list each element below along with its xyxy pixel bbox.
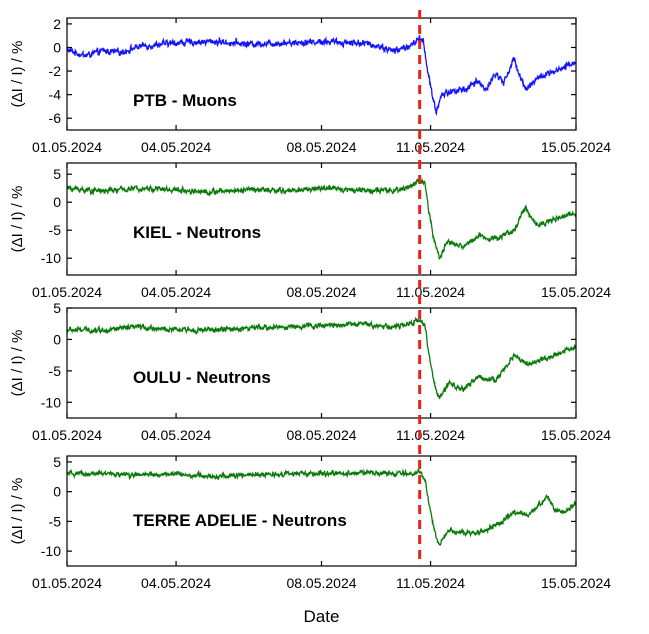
y-tick-label: -5	[49, 363, 62, 379]
y-tick-label: 0	[53, 194, 61, 210]
x-tick-label: 04.05.2024	[141, 575, 211, 591]
y-tick-label: -2	[49, 63, 62, 79]
y-tick-label: -10	[41, 543, 61, 559]
x-tick-label: 08.05.2024	[286, 139, 356, 155]
panel-label: TERRE ADELIE - Neutrons	[133, 511, 347, 530]
y-tick-label: -4	[49, 87, 62, 103]
y-tick-label: -10	[41, 250, 61, 266]
x-tick-label: 11.05.2024	[396, 575, 465, 591]
y-axis-label: (ΔI / I) / %	[9, 330, 26, 397]
y-tick-label: 0	[53, 484, 61, 500]
y-tick-label: -6	[49, 110, 62, 126]
y-axis-label: (ΔI / I) / %	[9, 41, 26, 108]
y-tick-label: 5	[53, 454, 61, 470]
x-tick-label: 11.05.2024	[396, 427, 465, 443]
series-line-1	[67, 34, 576, 116]
x-tick-label: 15.05.2024	[541, 575, 611, 591]
y-tick-label: 5	[53, 300, 61, 316]
x-tick-label: 01.05.2024	[32, 284, 102, 300]
y-tick-label: 0	[53, 331, 61, 347]
panel-4: 5 0 -5 -10 01.05.2024 04.05.2024 08.05.2024 11.…	[9, 454, 611, 591]
panel-1: 2 0 -2 -4 -6 01.05.2024 04.05.2024 08.05.2024 11…	[9, 16, 611, 155]
x-tick-label: 15.05.2024	[541, 139, 611, 155]
y-tick-label: 5	[53, 166, 61, 182]
x-tick-label: 04.05.2024	[141, 139, 211, 155]
panel-2: 5 0 -5 -10 01.05.2024 04.05.2024 08.05.2024 11.…	[9, 162, 611, 300]
x-tick-label: 15.05.2024	[541, 427, 611, 443]
plot-frame	[66, 162, 577, 276]
x-tick-label: 01.05.2024	[32, 139, 102, 155]
series-line-4	[67, 468, 576, 546]
x-tick-label: 15.05.2024	[541, 284, 611, 300]
y-tick-label: -5	[49, 513, 62, 529]
y-tick-label: 2	[53, 16, 61, 32]
x-axis-title: Date	[304, 607, 340, 626]
x-tick-label: 04.05.2024	[141, 427, 211, 443]
x-tick-label: 01.05.2024	[32, 427, 102, 443]
x-tick-label: 08.05.2024	[286, 427, 356, 443]
series-line-2	[67, 176, 576, 260]
y-tick-label: -5	[49, 222, 62, 238]
x-tick-label: 08.05.2024	[286, 575, 356, 591]
panel-label: OULU - Neutrons	[133, 368, 271, 387]
series-line-3	[67, 316, 576, 400]
panel-label: KIEL - Neutrons	[133, 223, 261, 242]
y-tick-label: -10	[41, 394, 61, 410]
x-tick-label: 11.05.2024	[396, 284, 465, 300]
x-tick-label: 01.05.2024	[32, 575, 102, 591]
x-tick-label: 08.05.2024	[286, 284, 356, 300]
panel-3: 5 0 -5 -10 01.05.2024 04.05.2024 08.05.2024 11.…	[9, 300, 611, 443]
plot-frame	[66, 17, 577, 131]
y-axis-label: (ΔI / I) / %	[9, 186, 26, 253]
x-tick-label: 11.05.2024	[396, 139, 465, 155]
y-tick-label: 0	[53, 39, 61, 55]
panel-label: PTB - Muons	[133, 91, 237, 110]
y-axis-label: (ΔI / I) / %	[9, 478, 26, 545]
x-tick-label: 04.05.2024	[141, 284, 211, 300]
